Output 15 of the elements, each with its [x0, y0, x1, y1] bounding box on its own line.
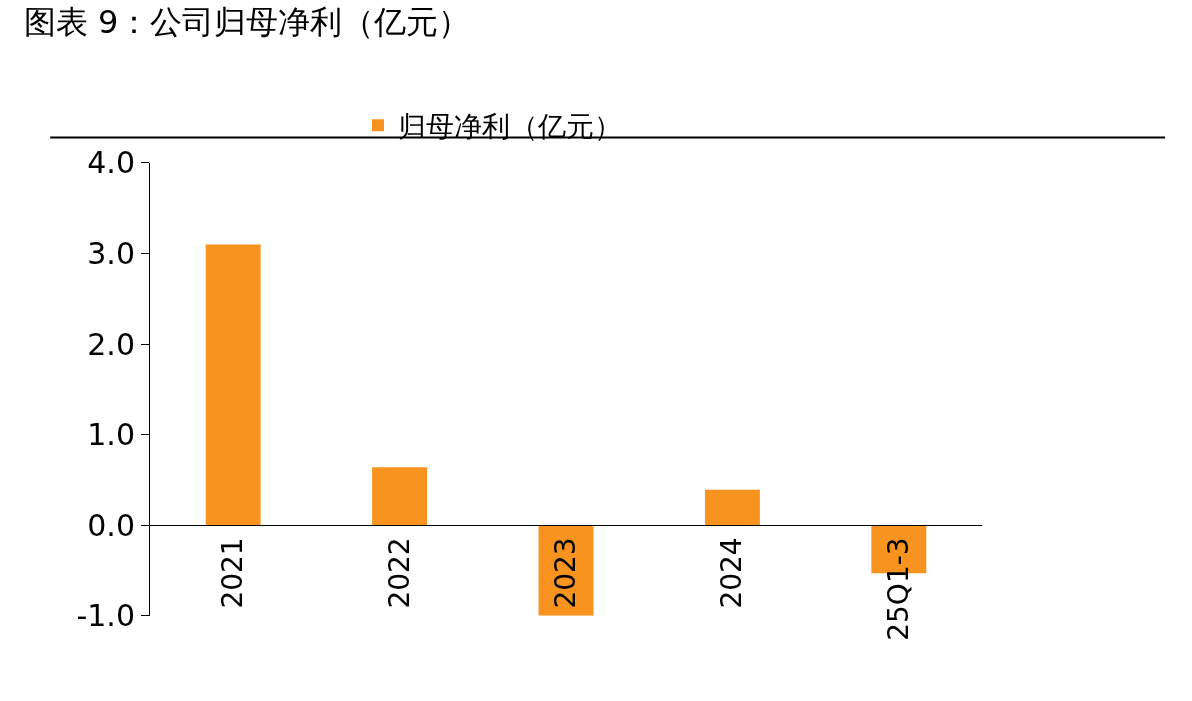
x-tick-label: 25Q1-3: [881, 537, 915, 641]
y-tick-label: 1.0: [87, 417, 135, 453]
x-tick-label: 2021: [216, 537, 250, 609]
y-tick-label: 4.0: [87, 145, 135, 181]
chart-title: 图表 9：公司归母净利（亿元）: [23, 2, 471, 41]
x-tick-label: 2022: [382, 537, 416, 609]
bar: [205, 244, 261, 526]
bar: [372, 467, 428, 526]
y-tick-label: 2.0: [87, 326, 135, 362]
bar: [704, 489, 760, 526]
x-tick-label: 2023: [549, 537, 583, 609]
y-tick-label: 0.0: [87, 507, 135, 543]
y-tick-label: -1.0: [76, 598, 135, 634]
y-tick-label: 3.0: [87, 235, 135, 271]
x-tick-label: 2024: [715, 537, 749, 609]
